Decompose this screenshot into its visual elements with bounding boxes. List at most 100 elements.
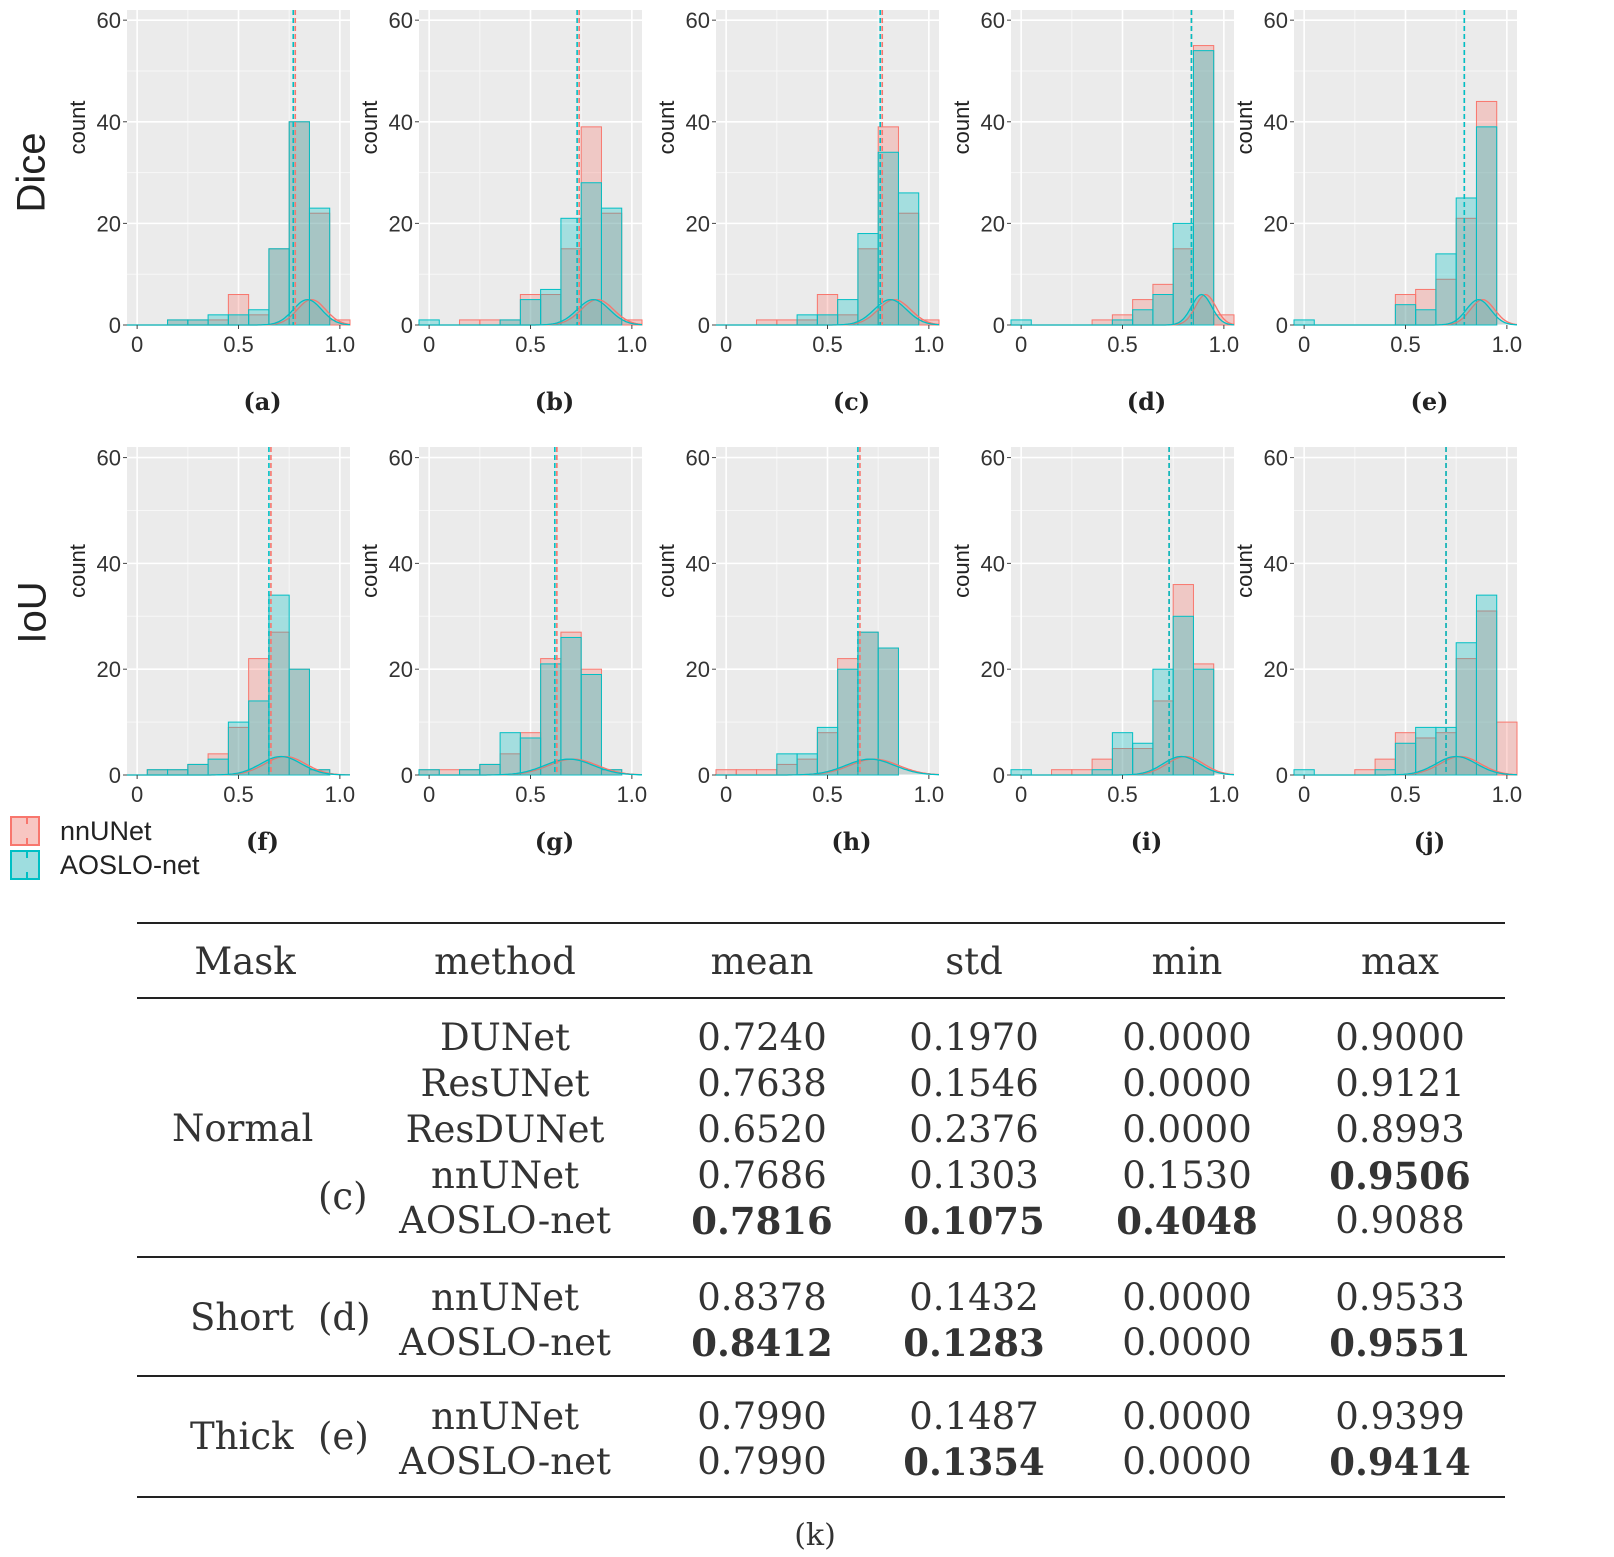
y-axis-label: count (949, 101, 974, 155)
x-tick-label: 1.0 (325, 782, 356, 807)
bar-aoslo-net (1394, 304, 1417, 326)
bar-aoslo-net (288, 121, 310, 326)
bar-aoslo-net (479, 763, 501, 776)
panel-j: 0 20 40 60 0 0.5 1.0 count (j) (1232, 446, 1522, 856)
table-group-rule (137, 1256, 1505, 1258)
density-curve-aoslo-net (716, 758, 940, 776)
legend: nnUNet AOSLO-net (10, 814, 200, 882)
bar-aoslo-net (857, 631, 879, 776)
y-tick-label: 0 (993, 313, 1005, 338)
panel-caption: (f) (246, 827, 279, 856)
bar-aoslo-net (816, 314, 839, 326)
bar-aoslo-net (146, 769, 169, 776)
x-tick-label: 0.5 (1390, 332, 1421, 357)
panel-caption: (h) (831, 827, 871, 856)
table-cell-std: 0.1303 (909, 1154, 1039, 1197)
y-tick-label: 60 (981, 446, 1005, 471)
bar-aoslo-net (796, 753, 818, 776)
y-tick-label: 60 (686, 446, 710, 471)
bar-aoslo-net (776, 753, 798, 776)
y-tick-label: 60 (97, 8, 121, 33)
bar-aoslo-net (1455, 642, 1477, 776)
table-cell-mean: 0.7990 (697, 1440, 827, 1483)
panel-g: 0 20 40 60 0 0.5 1.0 count (g) (357, 446, 647, 856)
x-tick-label: 0.5 (812, 782, 843, 807)
y-axis-label: count (654, 544, 679, 598)
bar-aoslo-net (207, 314, 229, 326)
y-tick-label: 20 (686, 657, 710, 682)
bar-aoslo-net (1192, 668, 1215, 776)
row-label-iou: IoU (10, 581, 55, 644)
y-tick-label: 40 (1264, 110, 1288, 135)
bar-nnunet (438, 769, 461, 776)
x-tick-label: 0.5 (223, 782, 254, 807)
x-tick-label: 0.5 (515, 332, 546, 357)
y-axis-label: count (1232, 101, 1257, 155)
x-tick-label: 1.0 (1492, 332, 1523, 357)
x-tick-label: 1.0 (914, 782, 945, 807)
bar-aoslo-net (1010, 319, 1032, 326)
y-axis-label: count (65, 101, 90, 155)
bar-aoslo-net (600, 207, 623, 326)
y-tick-label: 60 (97, 446, 121, 471)
bar-aoslo-net (288, 668, 310, 776)
panel-caption: (b) (535, 387, 575, 416)
bar-aoslo-net (418, 319, 440, 326)
bar-aoslo-net (418, 769, 440, 776)
bar-aoslo-net (1152, 294, 1174, 326)
table-cell-method: AOSLO-net (399, 1440, 611, 1483)
x-tick-label: 1.0 (1492, 782, 1523, 807)
table-cell-min: 0.0000 (1122, 1016, 1252, 1059)
bar-aoslo-net (1394, 742, 1417, 776)
bar-aoslo-net (499, 732, 521, 776)
bar-aoslo-net (1010, 769, 1032, 776)
table-cell-std: 0.1546 (909, 1062, 1039, 1105)
y-tick-label: 20 (97, 657, 121, 682)
y-tick-label: 20 (686, 211, 710, 236)
y-tick-label: 20 (1264, 211, 1288, 236)
y-tick-label: 60 (1264, 8, 1288, 33)
header-method: method (434, 940, 576, 983)
bar-nnunet (1354, 769, 1376, 776)
y-tick-label: 40 (686, 110, 710, 135)
mask-thick-sub: (e) (318, 1415, 369, 1458)
table-cell-max: 0.9533 (1335, 1276, 1465, 1319)
table-cell-method: nnUNet (431, 1276, 579, 1319)
legend-label-aoslo-net: AOSLO-net (60, 849, 200, 880)
bar-aoslo-net (1435, 253, 1457, 326)
bar-aoslo-net (207, 758, 229, 776)
table-cell-max: 0.9414 (1329, 1440, 1471, 1484)
table-cell-min: 0.0000 (1122, 1062, 1252, 1105)
bar-aoslo-net (167, 769, 189, 776)
y-tick-label: 40 (389, 551, 413, 576)
bar-aoslo-net (837, 668, 859, 776)
y-tick-label: 20 (389, 211, 413, 236)
mask-short: Short (190, 1296, 295, 1339)
legend-label-nnunet: nnUNet (60, 815, 152, 846)
table-cell-std: 0.1487 (909, 1395, 1039, 1438)
x-tick-label: 0.5 (812, 332, 843, 357)
x-tick-label: 0.5 (1107, 332, 1138, 357)
y-tick-label: 0 (401, 763, 413, 788)
x-tick-label: 0 (720, 332, 732, 357)
table-cell-min: 0.1530 (1122, 1154, 1252, 1197)
table-cell-std: 0.2376 (909, 1108, 1039, 1151)
bar-aoslo-net (1293, 319, 1315, 326)
bar-aoslo-net (227, 314, 250, 326)
y-tick-label: 0 (1276, 763, 1288, 788)
x-tick-label: 1.0 (325, 332, 356, 357)
y-tick-label: 40 (981, 551, 1005, 576)
legend-item-aoslo-net: AOSLO-net (10, 848, 200, 882)
table-cell-min: 0.0000 (1122, 1276, 1252, 1319)
y-tick-label: 0 (109, 763, 121, 788)
panel-h: 0 20 40 60 0 0.5 1.0 count (h) (654, 446, 944, 856)
x-tick-label: 0 (720, 782, 732, 807)
bar-aoslo-net (519, 299, 542, 326)
y-axis-label: count (949, 544, 974, 598)
bar-nnunet (1051, 769, 1073, 776)
table-cell-max: 0.9551 (1329, 1321, 1471, 1365)
bar-aoslo-net (1172, 615, 1194, 776)
x-tick-label: 0 (131, 782, 143, 807)
bar-aoslo-net (167, 319, 189, 326)
y-axis-label: count (654, 101, 679, 155)
